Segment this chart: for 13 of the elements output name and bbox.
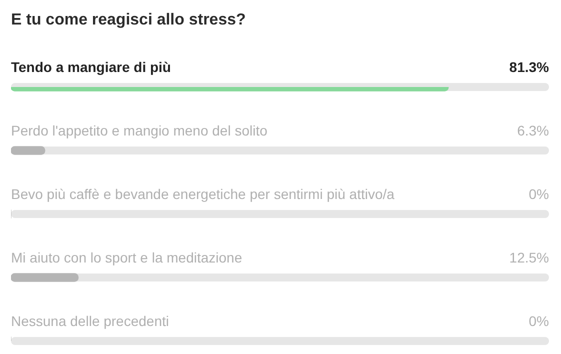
chart-title: E tu come reagisci allo stress? bbox=[11, 11, 246, 28]
y-tick-label: Tendo a mangiare di più bbox=[11, 58, 171, 75]
bar bbox=[11, 146, 46, 155]
y-tick-label: Nessuna delle precedenti bbox=[11, 312, 169, 329]
data-label: 0% bbox=[528, 186, 549, 202]
data-label: 81.3% bbox=[509, 58, 550, 75]
y-tick-label: Bevo più caffè e bevande energetiche per sentirmi più attivo/a bbox=[11, 186, 395, 202]
data-label: 0% bbox=[528, 312, 549, 329]
data-label: 6.3% bbox=[517, 122, 549, 138]
y-tick-label: Perdo l'appetito e mangio meno del solito bbox=[11, 122, 268, 138]
bar bbox=[11, 273, 79, 282]
y-tick-label: Mi aiuto con lo sport e la meditazione bbox=[11, 249, 242, 266]
data-label: 12.5% bbox=[509, 249, 549, 266]
